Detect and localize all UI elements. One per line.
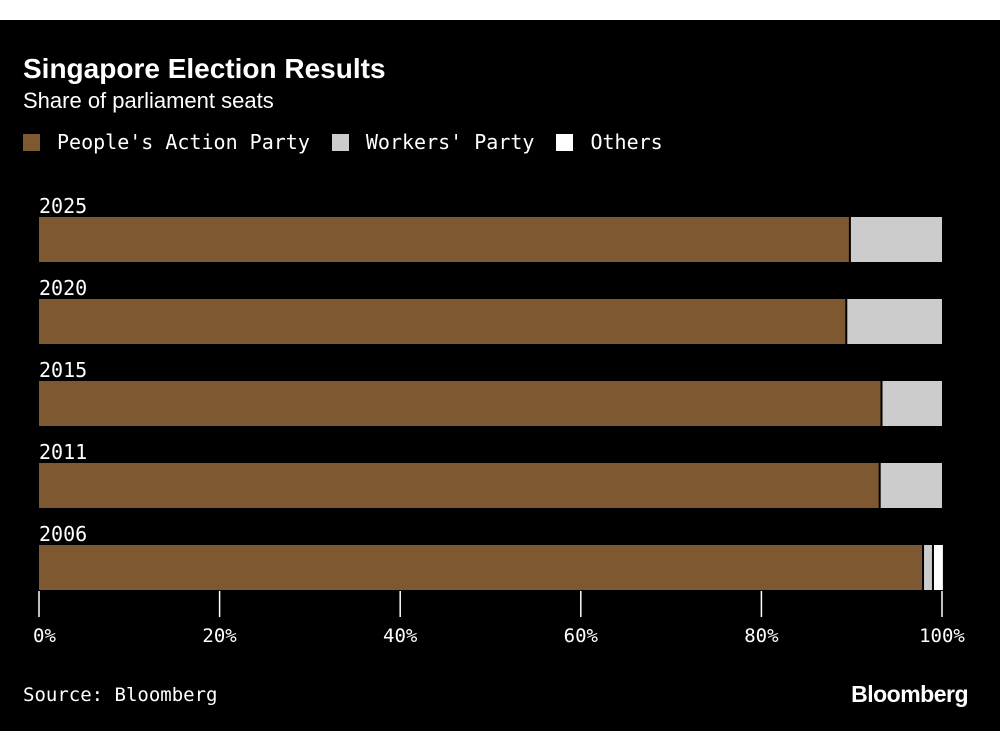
x-tick-label-3: 60% bbox=[564, 625, 599, 647]
chart-frame: Singapore Election Results Share of parl… bbox=[0, 20, 1000, 731]
chart-title: Singapore Election Results bbox=[23, 53, 386, 84]
legend: People's Action Party Workers' Party Oth… bbox=[23, 127, 685, 157]
bar-2025-series-0 bbox=[39, 217, 850, 262]
legend-item-pap: People's Action Party bbox=[23, 130, 310, 154]
bar-2015-series-1 bbox=[881, 381, 942, 426]
category-label-2006: 2006 bbox=[39, 522, 87, 546]
source-note: Source: Bloomberg bbox=[23, 684, 218, 706]
bar-2011-series-1 bbox=[879, 463, 942, 508]
legend-swatch-others bbox=[556, 133, 574, 151]
category-label-2015: 2015 bbox=[39, 358, 87, 382]
bloomberg-logo: Bloomberg bbox=[851, 681, 968, 707]
x-tick-label-4: 80% bbox=[744, 625, 779, 647]
legend-item-wp: Workers' Party bbox=[331, 130, 535, 154]
category-label-2025: 2025 bbox=[39, 194, 87, 218]
legend-label-pap: People's Action Party bbox=[57, 130, 310, 154]
x-tick-label-0: 0% bbox=[33, 625, 56, 647]
x-tick-label-5: 100% bbox=[919, 625, 965, 647]
category-label-2020: 2020 bbox=[39, 276, 87, 300]
chart-subtitle: Share of parliament seats bbox=[23, 88, 274, 113]
legend-swatch-wp bbox=[331, 133, 349, 151]
bar-2025-series-1 bbox=[849, 217, 942, 262]
bar-2015-series-0 bbox=[39, 381, 882, 426]
bar-2006-series-1 bbox=[923, 545, 933, 590]
bar-2006-series-2 bbox=[932, 545, 943, 590]
category-label-2011: 2011 bbox=[39, 440, 87, 464]
bar-2006-series-0 bbox=[39, 545, 924, 590]
x-tick-label-1: 20% bbox=[202, 625, 237, 647]
bar-2011-series-0 bbox=[39, 463, 880, 508]
legend-swatch-pap bbox=[23, 133, 40, 151]
bar-chart: 2025 2020 2015 2011 2006 0% 20% 40% 60% 80% 100% bbox=[33, 194, 965, 647]
legend-label-wp: Workers' Party bbox=[365, 130, 535, 154]
x-tick-label-2: 40% bbox=[383, 625, 418, 647]
legend-item-others: Others bbox=[556, 130, 663, 154]
legend-label-others: Others bbox=[590, 130, 663, 154]
bar-2020-series-1 bbox=[846, 299, 942, 344]
bar-2020-series-0 bbox=[39, 299, 847, 344]
